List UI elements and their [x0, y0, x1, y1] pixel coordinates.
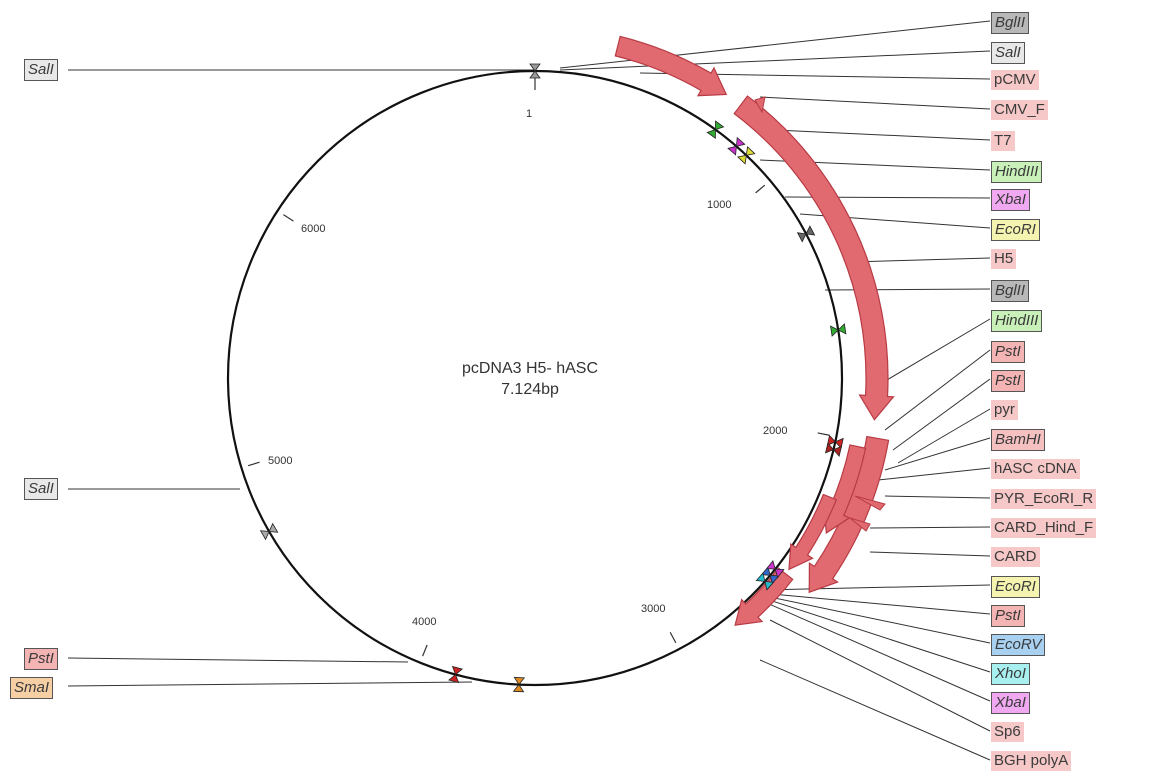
- leader-line: [897, 408, 991, 464]
- feature-label-h5[interactable]: H5: [991, 249, 1017, 269]
- primer-pyr-ecori-r: [854, 495, 886, 511]
- site-label-bamhi[interactable]: BamHI: [991, 429, 1045, 451]
- tick-mark-3000: [669, 632, 677, 644]
- site-marker-hindiii-2: [830, 323, 847, 337]
- leader-line: [759, 594, 991, 644]
- plasmid-title: pcDNA3 H5- hASC 7.124bp: [430, 358, 630, 400]
- site-label-psti-2[interactable]: PstI: [991, 370, 1025, 392]
- tick-label-3000: 3000: [641, 603, 666, 615]
- feature-label-sp6[interactable]: Sp6: [991, 722, 1024, 742]
- leader-line: [824, 288, 991, 291]
- primer-card-hind-f: [849, 517, 871, 532]
- leader-line: [559, 50, 991, 71]
- feature-label-pyr-ecori-r[interactable]: PYR_EcoRI_R: [991, 489, 1097, 509]
- site-label-hindiii-2[interactable]: HindIII: [991, 310, 1043, 332]
- site-label-hindiii-1[interactable]: HindIII: [991, 161, 1043, 183]
- site-label-bglii-2[interactable]: BglII: [991, 280, 1030, 302]
- tick-mark-1000: [755, 184, 766, 194]
- leader-line: [67, 681, 473, 687]
- tick-label-2000: 2000: [763, 425, 788, 437]
- site-label-ecori-1[interactable]: EcoRI: [991, 219, 1040, 241]
- plasmid-size: 7.124bp: [501, 381, 559, 398]
- feature-arrow-card: [788, 493, 838, 571]
- feature-label-hasc-cdna[interactable]: hASC cDNA: [991, 459, 1080, 479]
- leader-line: [759, 596, 991, 673]
- site-label-ecorv[interactable]: EcoRV: [991, 634, 1046, 656]
- tick-mark-4000: [422, 644, 428, 657]
- site-label-psti-1[interactable]: PstI: [991, 341, 1025, 363]
- leader-line: [884, 437, 991, 471]
- feature-label-cmv-f[interactable]: CMV_F: [991, 100, 1048, 120]
- site-label-psti-3[interactable]: PstI: [991, 605, 1025, 627]
- leader-line: [849, 257, 991, 263]
- leader-line: [759, 96, 991, 110]
- site-label-xbai-2[interactable]: XbaI: [991, 692, 1030, 714]
- site-marker-psti-4000: [448, 665, 464, 684]
- tick-mark-5000: [247, 461, 260, 467]
- site-marker-hindiii-1: [706, 120, 725, 140]
- tick-label-1: 1: [526, 108, 533, 120]
- site-marker-smai: [512, 676, 526, 693]
- leader-line: [759, 599, 991, 702]
- site-label-bglii-1[interactable]: BglII: [991, 12, 1030, 34]
- site-marker-sali-5000: [259, 522, 279, 541]
- feature-label-card[interactable]: CARD: [991, 547, 1040, 567]
- tick-label-5000: 5000: [268, 455, 293, 467]
- tick-mark-2000: [817, 432, 830, 436]
- site-marker-ecori-1: [737, 145, 756, 165]
- site-label-psti-4000[interactable]: PstI: [24, 648, 58, 670]
- tick-label-6000: 6000: [301, 223, 326, 235]
- site-label-ecori-2[interactable]: EcoRI: [991, 576, 1040, 598]
- leader-line: [759, 659, 991, 761]
- feature-label-pyr[interactable]: pyr: [991, 400, 1018, 420]
- leader-line: [869, 318, 991, 391]
- site-marker-bglii-2: [796, 225, 816, 243]
- leader-line: [759, 592, 991, 615]
- leader-line: [892, 378, 991, 451]
- site-label-sali-5000[interactable]: SalI: [24, 478, 58, 500]
- tick-mark-6000: [283, 214, 294, 222]
- feature-arrows: [614, 35, 895, 626]
- site-marker-xhoi: [755, 572, 775, 591]
- restriction-sites: [259, 63, 847, 693]
- feature-label-pcmv[interactable]: pCMV: [991, 70, 1039, 90]
- tick-label-1000: 1000: [707, 199, 732, 211]
- leader-line: [869, 526, 991, 529]
- feature-label-bgh-polya[interactable]: BGH polyA: [991, 751, 1072, 771]
- site-label-smai[interactable]: SmaI: [10, 677, 54, 699]
- leader-line: [877, 467, 991, 481]
- site-marker-psti-2: [824, 442, 843, 458]
- feature-label-card-hind-f[interactable]: CARD_Hind_F: [991, 518, 1097, 538]
- tick-label-4000: 4000: [412, 616, 437, 628]
- leader-line: [769, 619, 991, 732]
- site-label-xhoi[interactable]: XhoI: [991, 663, 1030, 685]
- leader-line: [774, 129, 991, 141]
- plasmid-name: pcDNA3 H5- hASC: [461, 360, 599, 377]
- site-label-sali-1[interactable]: SalI: [991, 42, 1025, 64]
- site-marker-xbai-1: [727, 136, 746, 156]
- primer-cmv-f: [754, 96, 766, 114]
- leader-line: [884, 349, 991, 431]
- site-marker-bglii-sali-1: [529, 63, 541, 79]
- leader-line: [759, 584, 991, 591]
- site-label-xbai-1[interactable]: XbaI: [991, 189, 1030, 211]
- feature-arrow-h5: [733, 95, 895, 421]
- leader-line: [67, 657, 409, 663]
- site-marker-xbai-2: [765, 559, 785, 579]
- site-label-sali-top[interactable]: SalI: [24, 59, 58, 81]
- feature-arrow-pcmv: [614, 35, 728, 97]
- leader-line: [884, 495, 991, 499]
- tick-marks: [247, 78, 830, 657]
- feature-label-t7[interactable]: T7: [991, 131, 1015, 151]
- leader-line: [869, 551, 991, 557]
